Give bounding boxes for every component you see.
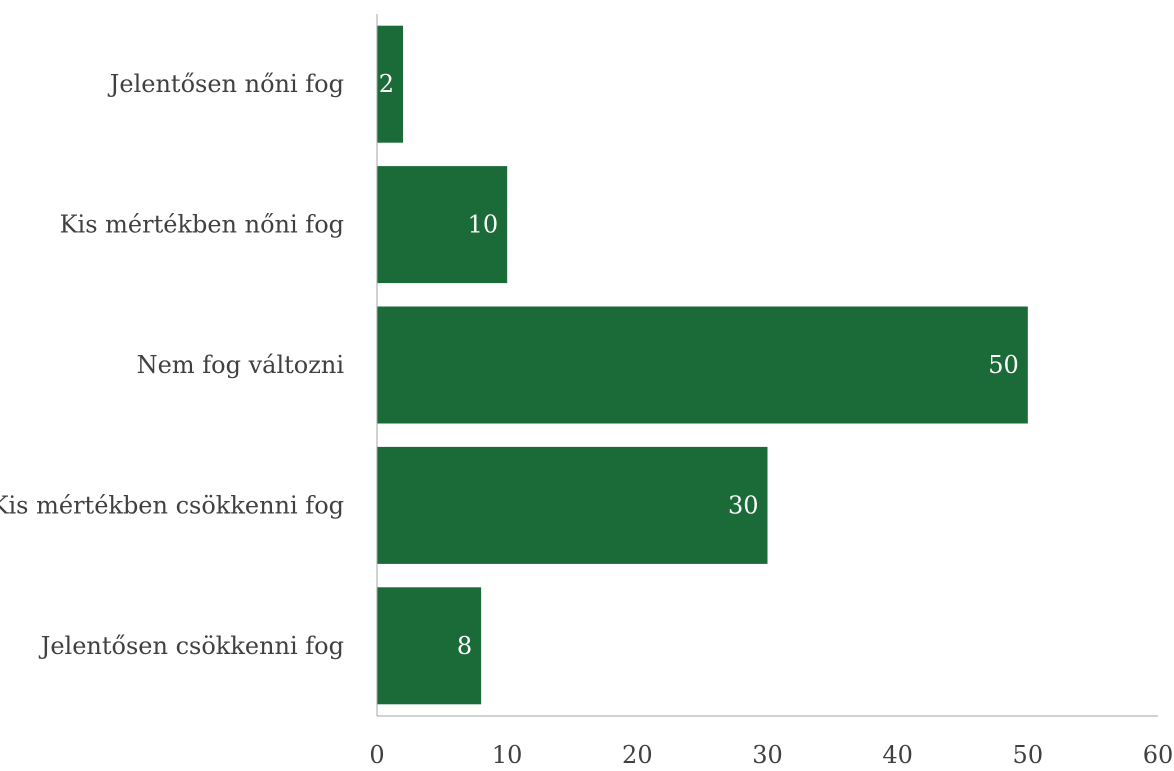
- category-label-jelentosen-csokkenni-fog: Jelentősen csökkenni fog: [38, 632, 344, 660]
- x-tick-label-50: 50: [1013, 741, 1044, 767]
- bar-nem-fog-valtozni: [377, 306, 1028, 424]
- labels-layer: Jelentősen nőni fog 2 Kis mértékben nőni f…: [0, 70, 1174, 769]
- data-label-jelentosen-noni-fog: 2: [379, 70, 394, 98]
- data-label-nem-fog-valtozni: 50: [988, 351, 1019, 379]
- data-label-kis-mertekben-csokkenni-fog: 30: [728, 491, 759, 519]
- category-label-nem-fog-valtozni: Nem fog változni: [137, 351, 345, 379]
- bar-jelentosen-noni-fog: [377, 25, 404, 143]
- axes-layer: [376, 14, 1158, 717]
- bar-jelentosen-csokkenni-fog: [377, 587, 482, 705]
- x-tick-label-20: 20: [622, 741, 653, 767]
- x-tick-label-30: 30: [752, 741, 783, 767]
- data-label-jelentosen-csokkenni-fog: 8: [457, 632, 472, 660]
- category-label-kis-mertekben-noni-fog: Kis mértékben nőni fog: [60, 211, 344, 239]
- category-label-jelentosen-noni-fog: Jelentősen nőni fog: [107, 70, 344, 98]
- category-label-kis-mertekben-csokkenni-fog: Kis mértékben csökkenni fog: [0, 491, 344, 519]
- x-tick-label-10: 10: [492, 741, 523, 767]
- x-tick-label-40: 40: [882, 741, 913, 767]
- x-tick-label-60: 60: [1143, 741, 1174, 767]
- data-label-kis-mertekben-noni-fog: 10: [468, 211, 499, 239]
- bar-kis-mertekben-csokkenni-fog: [377, 446, 768, 564]
- x-tick-label-0: 0: [369, 741, 384, 767]
- bars-layer: [377, 25, 1028, 705]
- bar-kis-mertekben-noni-fog: [377, 166, 508, 284]
